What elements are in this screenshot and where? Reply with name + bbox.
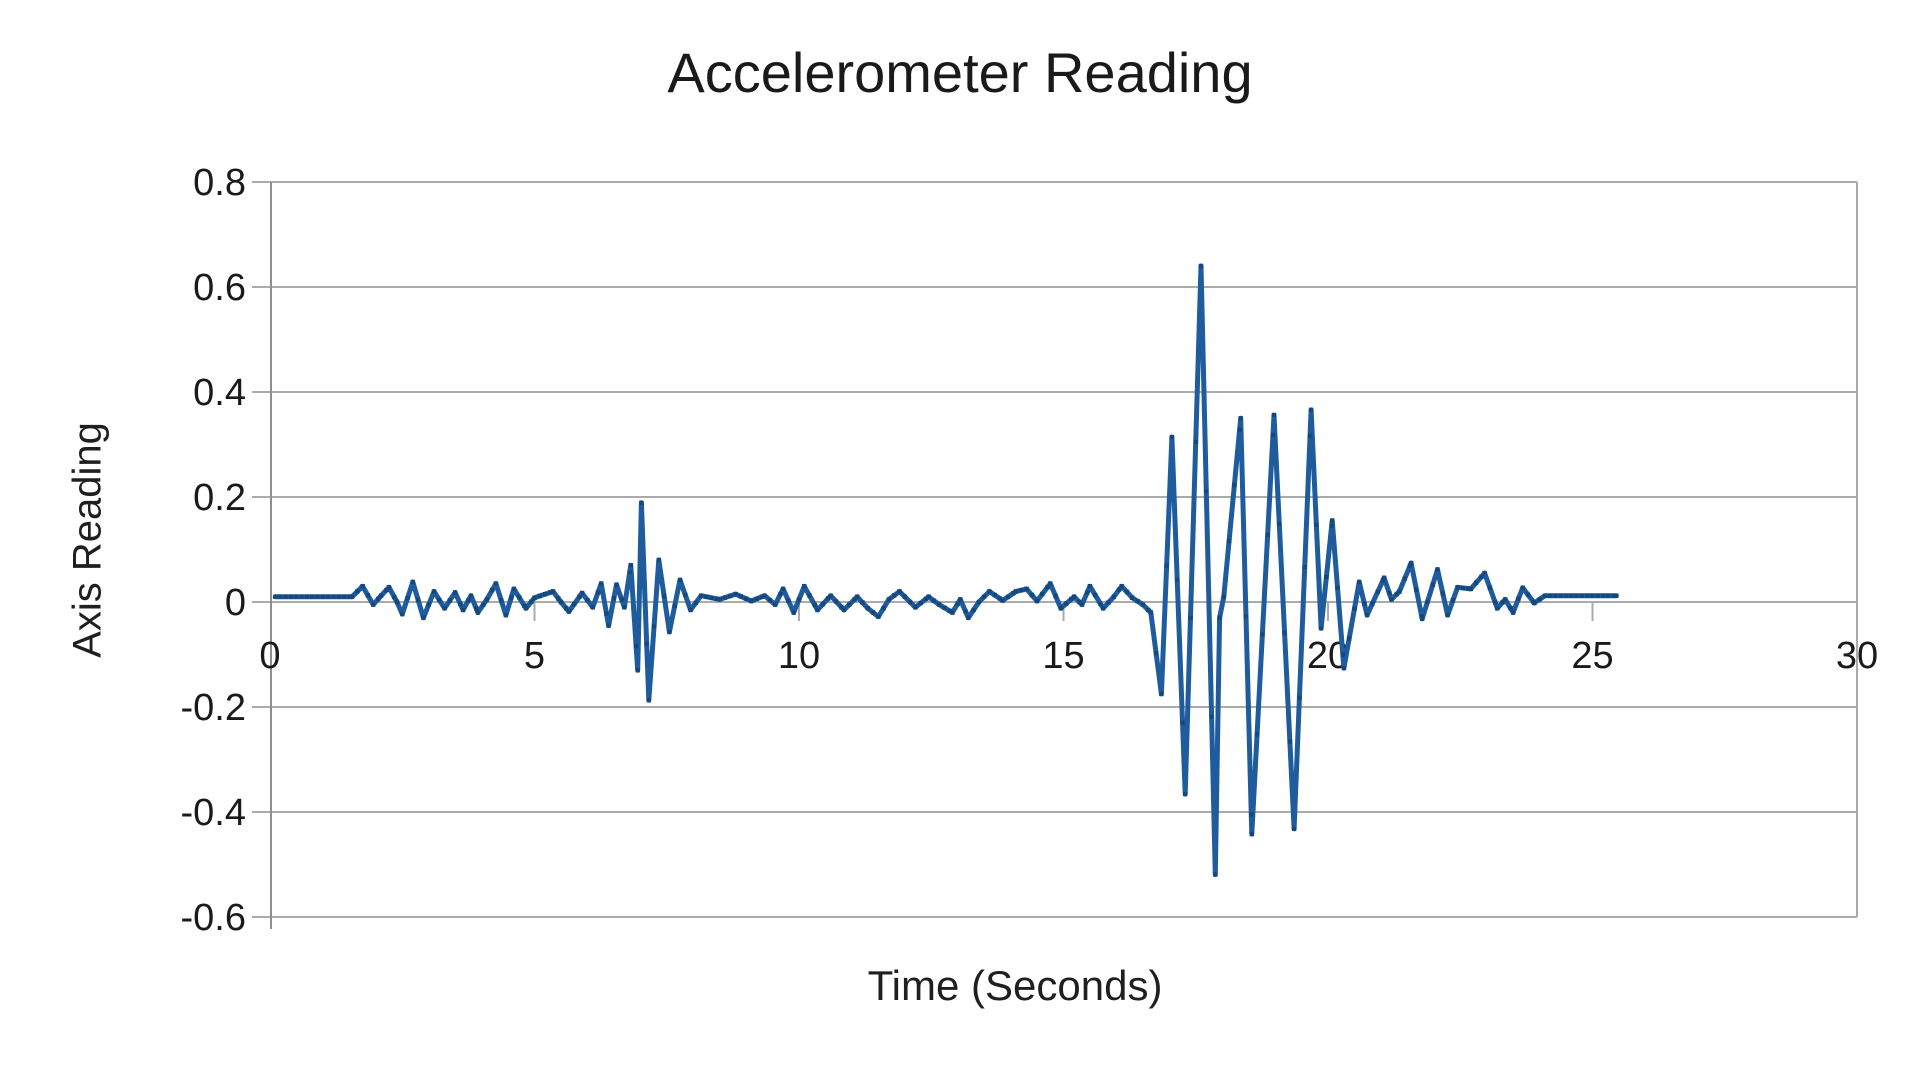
y-tick-label: -0.2: [181, 687, 246, 729]
y-tick-label: 0.2: [193, 477, 246, 519]
chart-title: Accelerometer Reading: [667, 41, 1253, 104]
y-tick-label: 0.8: [193, 162, 246, 204]
y-tick-label: -0.6: [181, 897, 246, 939]
y-tick-label: 0.6: [193, 267, 246, 309]
x-tick-label: 10: [778, 635, 820, 677]
x-tick-label: 15: [1042, 635, 1084, 677]
y-tick-label: 0: [225, 582, 246, 624]
signal-line: [272, 263, 1619, 877]
y-tick-label: -0.4: [181, 792, 246, 834]
x-axis-title: Time (Seconds): [867, 962, 1163, 1009]
y-tick-label: 0.4: [193, 372, 246, 414]
x-tick-label: 0: [259, 635, 280, 677]
signal-point-markers: [273, 263, 1619, 877]
x-tick-label: 5: [524, 635, 545, 677]
x-tick-label: 30: [1836, 635, 1878, 677]
x-tick-label: 25: [1571, 635, 1613, 677]
